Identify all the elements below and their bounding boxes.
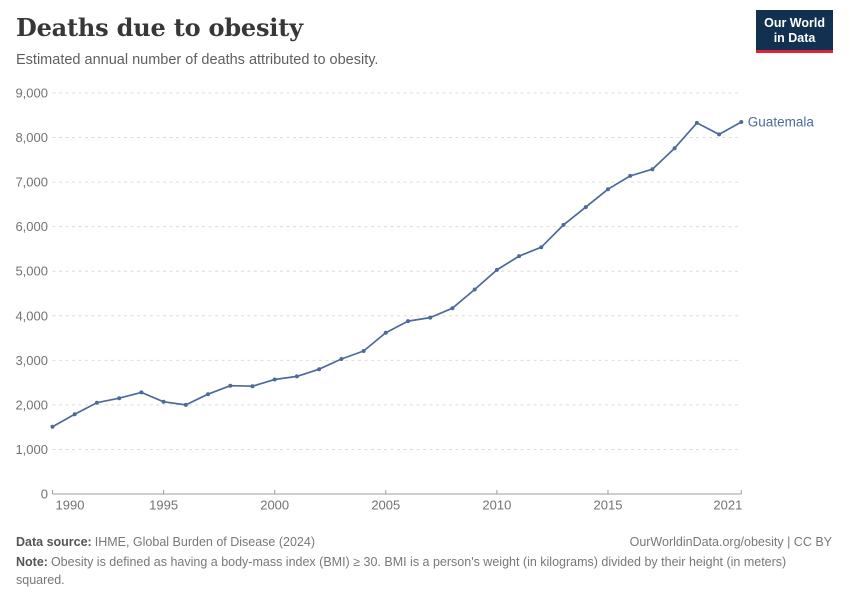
data-line: [51, 121, 743, 428]
data-point: [406, 319, 410, 324]
y-tick-label: 6,000: [15, 219, 48, 234]
x-tick-label: 2015: [594, 498, 623, 513]
data-point: [539, 245, 544, 250]
data-point: [228, 383, 233, 388]
y-tick-label: 3,000: [15, 353, 48, 368]
data-point: [272, 377, 277, 382]
data-point: [694, 120, 699, 125]
data-point: [561, 222, 566, 227]
data-point: [450, 306, 455, 311]
y-tick-label: 2,000: [15, 397, 48, 412]
footnote-text: Obesity is defined as having a body-mass…: [16, 555, 787, 588]
y-tick-label: 4,000: [15, 308, 48, 323]
x-tick-label: 2005: [371, 498, 400, 513]
owid-logo-line2: in Data: [773, 31, 816, 45]
x-tick-label: 2021: [713, 498, 742, 513]
data-source-label: Data source:: [16, 535, 92, 549]
footnote-label: Note:: [16, 555, 48, 570]
x-tick-label: 2010: [482, 498, 511, 513]
data-point: [583, 205, 588, 210]
x-tick-label: 1995: [149, 498, 178, 513]
data-source: Data source: IHME, Global Burden of Disea…: [16, 533, 315, 551]
data-point: [139, 390, 144, 395]
data-point: [739, 120, 744, 124]
entity-label: Guatemala: [748, 114, 815, 129]
data-point: [717, 132, 722, 137]
data-point: [494, 267, 499, 272]
data-point: [50, 424, 55, 429]
y-tick-label: 8,000: [15, 130, 48, 145]
y-tick-label: 1,000: [15, 442, 48, 457]
owid-logo: Our World in Data: [756, 10, 833, 53]
data-point: [361, 349, 366, 353]
data-point: [206, 392, 210, 397]
data-point: [161, 399, 166, 404]
data-point: [72, 412, 77, 417]
footer: Data source: IHME, Global Burden of Disea…: [16, 533, 832, 589]
data-point: [628, 173, 633, 178]
data-point: [250, 384, 255, 389]
data-source-value: IHME, Global Burden of Disease (2024): [94, 535, 315, 549]
data-point: [294, 374, 299, 379]
data-point: [472, 287, 477, 292]
data-point: [650, 167, 655, 172]
data-point: [672, 146, 677, 151]
data-point: [339, 357, 344, 361]
x-tick-label: 2000: [260, 498, 289, 513]
y-tick-label: 5,000: [15, 264, 48, 279]
y-tick-label: 9,000: [15, 86, 48, 101]
data-point: [517, 254, 522, 259]
attribution: OurWorldinData.org/obesity | CC BY: [629, 535, 832, 549]
data-point: [94, 400, 99, 405]
data-point: [428, 315, 433, 320]
data-point: [317, 367, 322, 372]
data-point: [606, 187, 610, 192]
data-point: [117, 396, 122, 401]
chart-title: Deaths due to obesity: [16, 13, 303, 42]
footnote: Note: Obesity is defined as having a body…: [16, 553, 808, 589]
data-point: [383, 330, 388, 335]
data-point: [183, 402, 188, 407]
y-tick-label: 7,000: [15, 175, 48, 190]
chart-subtitle: Estimated annual number of deaths attrib…: [16, 52, 379, 68]
owid-logo-line1: Our World: [764, 16, 825, 30]
x-tick-label: 1990: [56, 498, 85, 513]
y-tick-label: 0: [41, 487, 48, 502]
